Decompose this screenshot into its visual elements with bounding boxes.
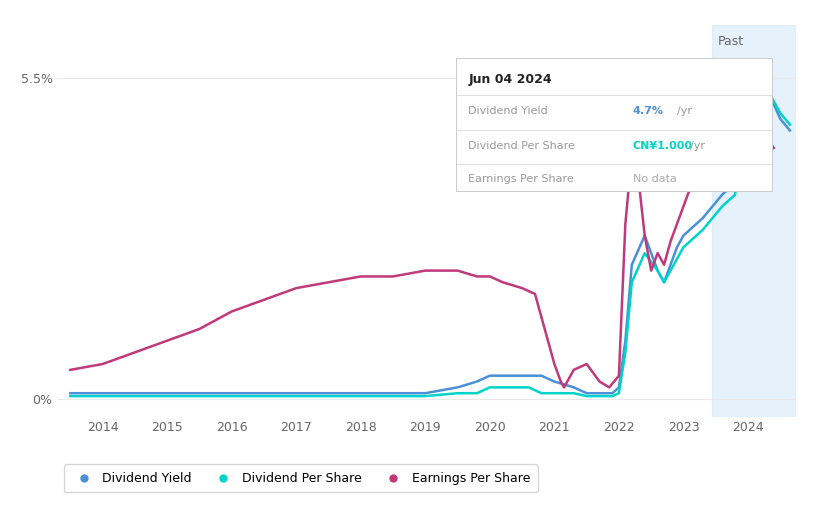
Text: Past: Past bbox=[718, 35, 744, 48]
Text: Dividend Per Share: Dividend Per Share bbox=[468, 141, 576, 150]
Text: 4.7%: 4.7% bbox=[633, 106, 663, 116]
Text: Jun 04 2024: Jun 04 2024 bbox=[468, 73, 552, 86]
Legend: Dividend Yield, Dividend Per Share, Earnings Per Share: Dividend Yield, Dividend Per Share, Earn… bbox=[64, 464, 538, 492]
Text: /yr: /yr bbox=[677, 106, 692, 116]
Text: /yr: /yr bbox=[690, 141, 704, 150]
Text: CN¥1.000: CN¥1.000 bbox=[633, 141, 693, 150]
Bar bbox=[713, 25, 796, 417]
Text: No data: No data bbox=[633, 174, 677, 183]
Text: Dividend Yield: Dividend Yield bbox=[468, 106, 548, 116]
Text: Earnings Per Share: Earnings Per Share bbox=[468, 174, 574, 183]
